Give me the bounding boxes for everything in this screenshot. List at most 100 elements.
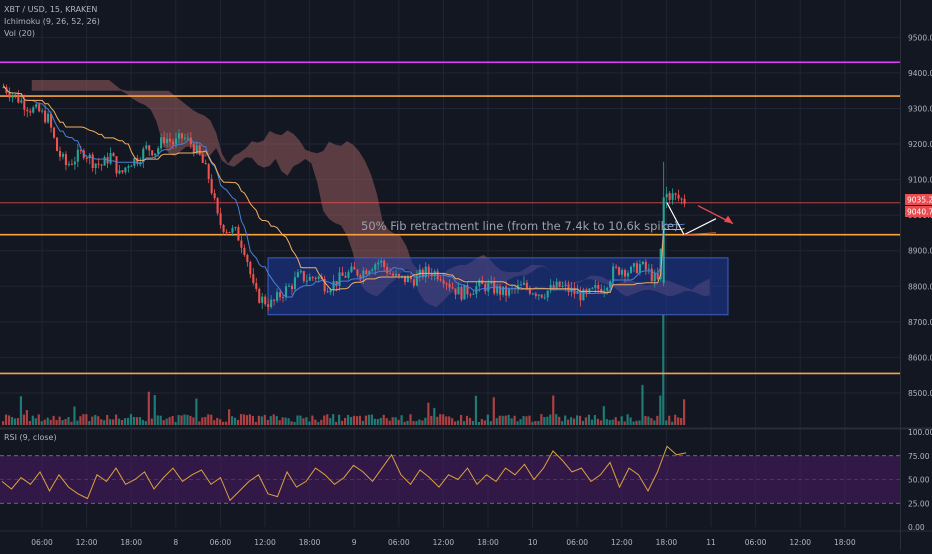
volume-bar <box>656 415 659 425</box>
candle-body <box>454 288 457 295</box>
volume-bar <box>73 406 76 425</box>
volume-legend[interactable]: Vol (20) <box>4 29 35 38</box>
candle-body <box>377 262 380 265</box>
red-arrow-head <box>724 215 733 224</box>
candle-body <box>582 289 585 301</box>
candle-body <box>341 272 344 276</box>
candle-body <box>409 276 412 280</box>
volume-bar <box>344 417 347 425</box>
volume-bar <box>320 419 323 425</box>
fib-annotation: 50% Fib retractment line (from the 7.4k … <box>361 219 678 233</box>
ichimoku-legend[interactable]: Ichimoku (9, 26, 52, 26) <box>4 17 100 26</box>
candle-body <box>53 127 56 138</box>
volume-bar <box>459 414 463 425</box>
volume-bar <box>465 415 469 425</box>
candle-body <box>386 267 389 274</box>
volume-bar <box>373 418 376 425</box>
time-tick-label: 12:00 <box>76 538 98 547</box>
candle-body <box>127 166 130 168</box>
volume-bar <box>201 417 204 425</box>
volume-bar <box>269 416 272 425</box>
candle-body <box>522 282 525 285</box>
candle-body <box>85 157 88 159</box>
candle-body <box>457 286 460 295</box>
candle-body <box>350 266 353 273</box>
volume-bar <box>115 414 118 425</box>
volume-bar <box>590 419 594 425</box>
candle-body <box>195 145 198 154</box>
rsi-tick-label: 75.00 <box>908 452 930 461</box>
volume-bar <box>126 417 130 425</box>
candle-body <box>210 178 213 194</box>
candle-body <box>531 293 534 295</box>
candle-body <box>121 170 124 173</box>
candle-body <box>186 137 189 139</box>
candle-body <box>445 283 448 285</box>
volume-bar <box>260 416 263 425</box>
volume-bar <box>638 420 641 425</box>
candle-body <box>653 273 656 282</box>
candle-body <box>142 148 145 163</box>
volume-bar <box>13 418 17 425</box>
volume-bar <box>468 418 472 425</box>
candle-body <box>638 264 641 273</box>
price-tick-label: 9400.0 <box>908 69 932 78</box>
volume-bar <box>272 414 275 425</box>
candle-body <box>35 104 38 108</box>
candle-body <box>67 163 70 165</box>
volume-bar <box>674 414 677 425</box>
candle-body <box>665 193 668 198</box>
volume-bar <box>346 414 350 425</box>
candle-body <box>606 287 609 291</box>
volume-bar <box>558 416 561 425</box>
volume-bar <box>510 418 513 425</box>
volume-bar <box>311 415 314 425</box>
rsi-tick-label: 25.00 <box>908 499 930 508</box>
volume-bar <box>329 418 332 425</box>
rsi-tick-label: 0.00 <box>908 523 925 532</box>
volume-bar <box>287 418 290 425</box>
volume-bar <box>555 414 558 425</box>
candle-body <box>528 288 531 294</box>
candle-body <box>58 150 62 157</box>
volume-bar <box>40 421 43 425</box>
candle-body <box>88 154 91 159</box>
current-price-tag <box>905 194 932 205</box>
rsi-tick-label: 100.00 <box>908 428 932 437</box>
volume-bar <box>641 384 644 425</box>
volume-bar <box>195 398 198 425</box>
candle-body <box>246 255 249 262</box>
volume-bar <box>525 416 528 425</box>
symbol-legend[interactable]: XBT / USD, 15, KRAKEN <box>4 5 98 14</box>
price-tick-label: 8800.0 <box>908 282 932 291</box>
volume-bar <box>519 419 522 425</box>
candle-body <box>546 290 549 298</box>
volume-bar <box>516 421 519 425</box>
volume-bar <box>123 418 127 425</box>
candle-body <box>166 138 169 144</box>
candle-body <box>662 197 665 283</box>
secondary-price-tag <box>905 206 932 217</box>
volume-bar <box>531 421 534 425</box>
volume-bar <box>91 416 94 425</box>
candle-body <box>180 133 183 139</box>
volume-bar <box>236 419 240 425</box>
volume-bar <box>112 419 115 425</box>
price-tick-label: 9500.0 <box>908 33 932 42</box>
candle-body <box>516 284 520 289</box>
volume-bar <box>543 417 546 425</box>
kumo-cloud <box>31 80 710 308</box>
candle-body <box>579 290 582 301</box>
candle-body <box>347 272 350 278</box>
volume-bar <box>602 406 605 425</box>
candle-body <box>635 263 638 273</box>
rsi-legend[interactable]: RSI (9, close) <box>4 433 57 442</box>
volume-bar <box>165 418 168 425</box>
volume-bar <box>448 416 451 425</box>
price-axis: 8500.08600.08700.08800.08900.09000.09100… <box>908 33 932 532</box>
volume-bar <box>10 417 14 425</box>
candle-body <box>671 193 674 200</box>
volume-bar <box>281 417 284 425</box>
volume-bar <box>305 417 308 425</box>
